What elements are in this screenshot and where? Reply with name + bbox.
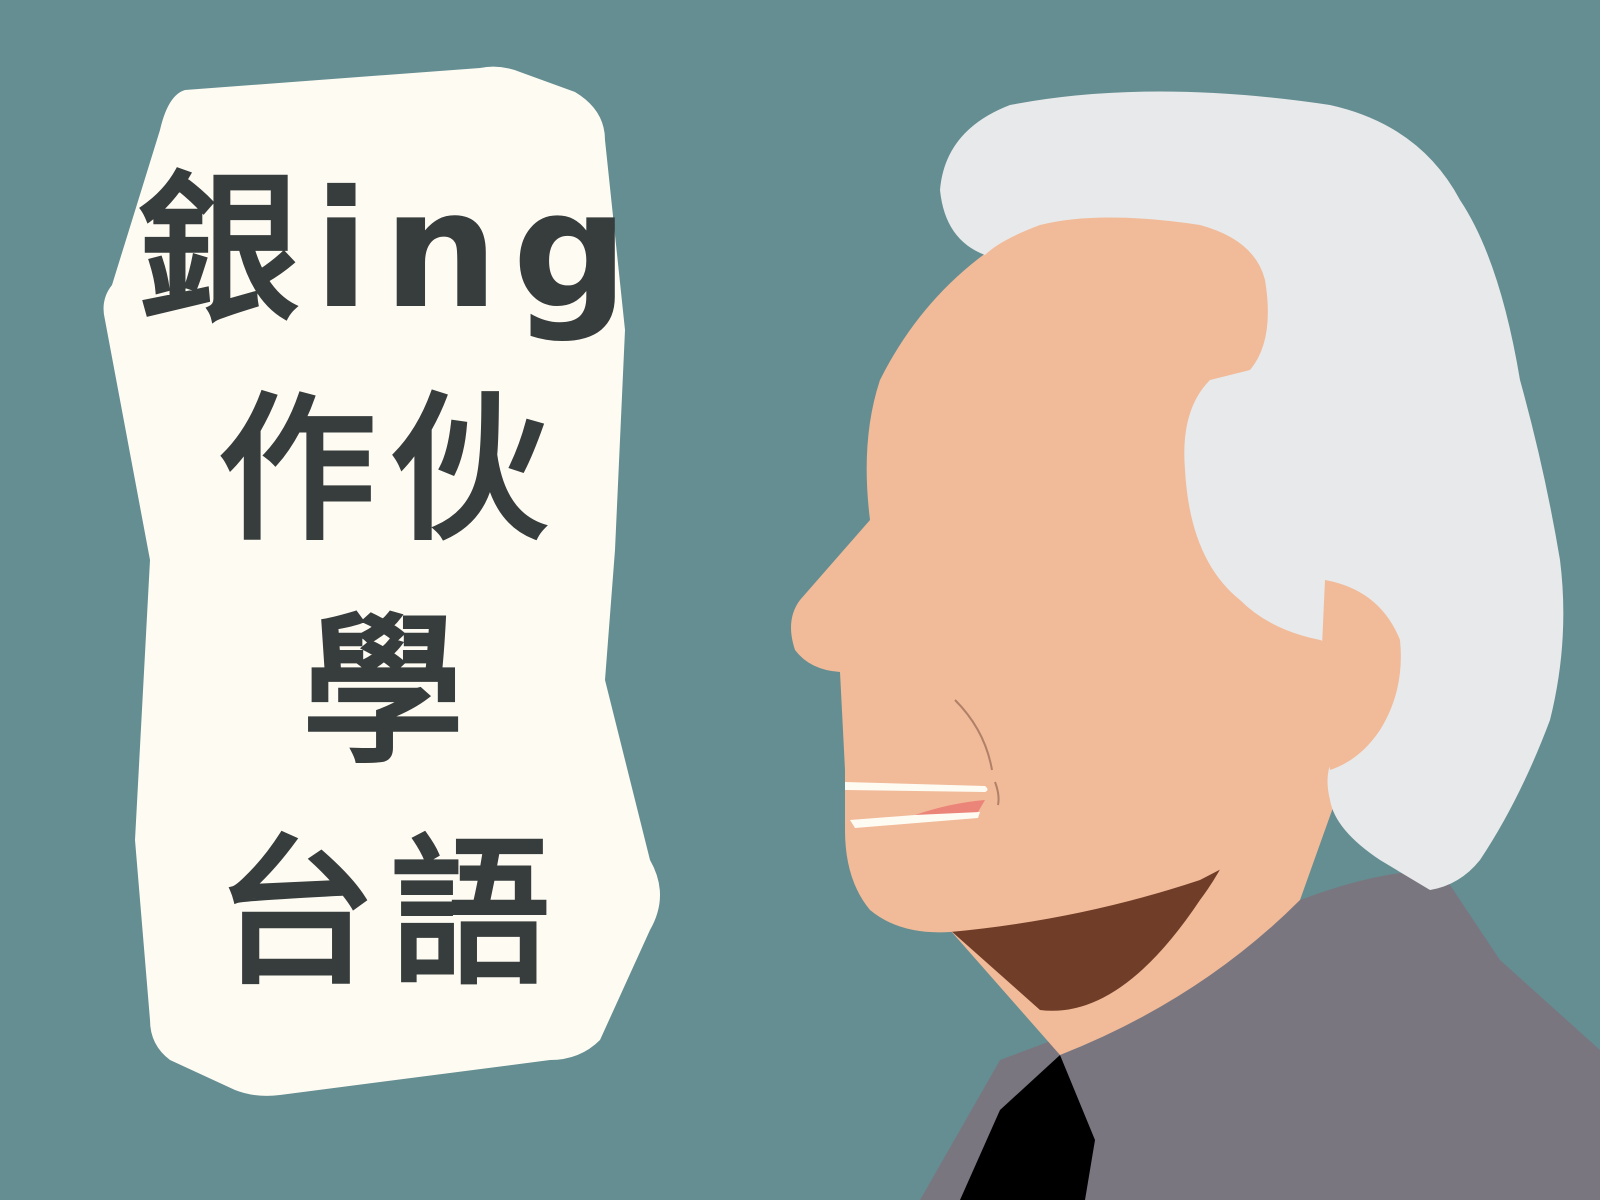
shirt-collar [960,1055,1095,1200]
title-line-1: 銀ing [137,157,643,345]
speech-bubble [103,66,660,1096]
upper-lip [845,782,988,792]
title-text: 銀ing 作伙 學 台語 [130,150,650,1050]
jacket [920,870,1600,1200]
neck-shadow [950,820,1240,1011]
title-line-3: 學 [302,599,478,787]
lower-lip [850,812,980,828]
chin-line [994,781,1000,806]
ear [1320,580,1401,770]
title-line-2: 作伙 [218,379,562,563]
hair [940,91,1564,890]
cheek-line [954,699,993,771]
title-line-4: 台語 [215,820,564,1007]
